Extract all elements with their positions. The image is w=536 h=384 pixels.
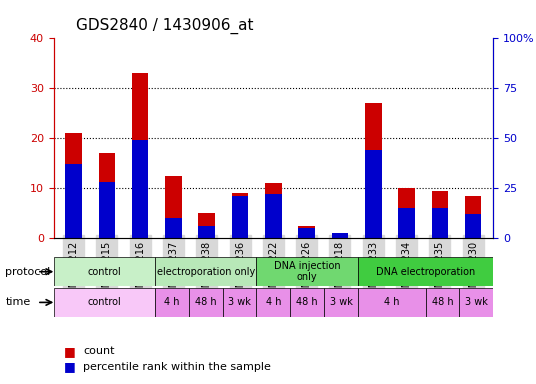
Text: 3 wk: 3 wk [228,297,251,308]
Text: 48 h: 48 h [296,297,318,308]
Bar [155,257,256,286]
Bar [232,193,248,238]
Bar [465,195,481,238]
Text: 4 h: 4 h [384,297,399,308]
Bar [431,190,448,238]
Bar [256,257,358,286]
Text: count: count [83,346,115,356]
Bar [54,288,155,317]
Bar [365,150,382,238]
Bar [299,226,315,238]
Text: 4 h: 4 h [164,297,180,308]
Bar [465,214,481,238]
Text: electroporation only: electroporation only [157,266,255,277]
Text: DNA electroporation: DNA electroporation [376,266,475,277]
Bar [431,208,448,238]
Bar [358,257,493,286]
Text: protocol: protocol [5,266,50,277]
Bar [165,176,182,238]
Bar [65,133,82,238]
Bar [365,103,382,238]
Bar [291,288,324,317]
Bar [299,228,315,238]
Text: 48 h: 48 h [195,297,217,308]
Text: 3 wk: 3 wk [330,297,352,308]
Bar [398,208,415,238]
Bar [265,183,282,238]
Bar [265,194,282,238]
Bar [358,288,426,317]
Bar [189,288,222,317]
Text: ■: ■ [64,360,76,373]
Bar [54,257,155,286]
Text: control: control [87,297,121,308]
Bar [132,140,148,238]
Bar [165,218,182,238]
Bar [155,288,189,317]
Text: time: time [5,297,31,308]
Bar [426,288,459,317]
Bar [99,153,115,238]
Bar [198,213,215,238]
Bar [332,233,348,238]
Text: 4 h: 4 h [266,297,281,308]
Text: percentile rank within the sample: percentile rank within the sample [83,362,271,372]
Bar [132,73,148,238]
Bar [65,164,82,238]
Bar [256,288,291,317]
Bar [332,233,348,238]
Text: GDS2840 / 1430906_at: GDS2840 / 1430906_at [76,18,253,34]
Text: 3 wk: 3 wk [465,297,488,308]
Text: ■: ■ [64,345,76,358]
Text: control: control [87,266,121,277]
Bar [324,288,358,317]
Text: DNA injection
only: DNA injection only [274,261,340,283]
Text: 48 h: 48 h [431,297,453,308]
Bar [459,288,493,317]
Bar [222,288,256,317]
Bar [398,188,415,238]
Bar [232,196,248,238]
Bar [198,226,215,238]
Bar [99,182,115,238]
